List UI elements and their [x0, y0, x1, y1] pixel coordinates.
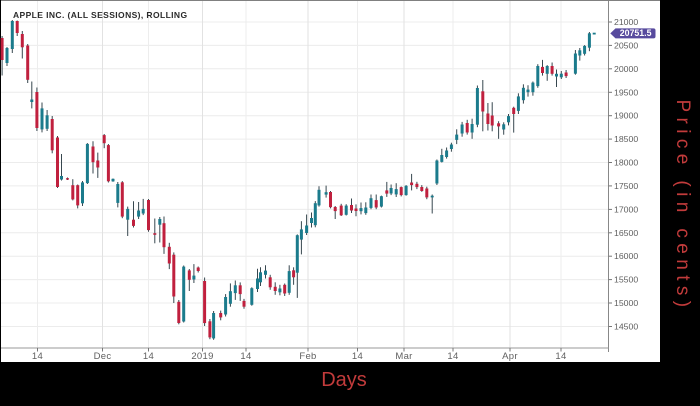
svg-text:Price (in cents): Price (in cents): [672, 99, 693, 312]
svg-text:14: 14: [352, 351, 363, 362]
svg-text:2019: 2019: [191, 351, 213, 362]
svg-text:20000: 20000: [614, 64, 638, 74]
svg-text:19500: 19500: [614, 87, 638, 97]
svg-text:14: 14: [555, 351, 566, 362]
svg-text:Apr: Apr: [502, 351, 518, 362]
svg-text:14: 14: [143, 351, 154, 362]
svg-text:16500: 16500: [614, 228, 638, 238]
svg-text:Feb: Feb: [299, 351, 316, 362]
svg-text:21000: 21000: [614, 17, 638, 27]
svg-text:Days: Days: [321, 369, 367, 391]
svg-text:14500: 14500: [614, 322, 638, 332]
svg-text:15000: 15000: [614, 298, 638, 308]
svg-text:19000: 19000: [614, 111, 638, 121]
svg-text:17000: 17000: [614, 204, 638, 214]
svg-text:18500: 18500: [614, 134, 638, 144]
svg-text:APPLE INC. (ALL SESSIONS), ROL: APPLE INC. (ALL SESSIONS), ROLLING: [13, 10, 187, 20]
svg-text:14: 14: [240, 351, 251, 362]
svg-text:15500: 15500: [614, 275, 638, 285]
svg-text:Dec: Dec: [94, 351, 112, 362]
svg-text:20500: 20500: [614, 40, 638, 50]
svg-text:20751.5: 20751.5: [620, 28, 652, 38]
svg-text:14: 14: [32, 351, 43, 362]
svg-text:18000: 18000: [614, 158, 638, 168]
svg-text:16000: 16000: [614, 251, 638, 261]
svg-text:Mar: Mar: [395, 351, 412, 362]
svg-text:14: 14: [447, 351, 458, 362]
svg-text:17500: 17500: [614, 181, 638, 191]
